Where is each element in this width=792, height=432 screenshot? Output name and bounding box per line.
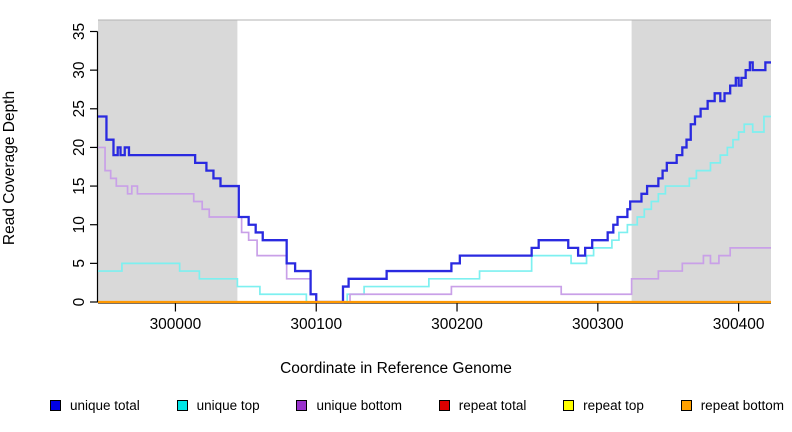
legend-item-unique-top: unique top (176, 398, 260, 413)
legend-swatch-icon (563, 400, 575, 411)
y-tick-label: 0 (71, 297, 88, 306)
series-unique-top (98, 115, 771, 303)
x-tick-label: 300100 (290, 316, 342, 333)
legend-swatch-icon (176, 400, 188, 411)
y-tick-label: 15 (71, 177, 88, 194)
legend-swatch-icon (438, 400, 450, 411)
legend-label: unique total (70, 398, 140, 413)
legend-swatch-icon (296, 400, 308, 411)
x-tick-label: 300400 (713, 316, 765, 333)
legend-swatch-icon (50, 400, 61, 411)
legend-label: unique top (196, 398, 260, 413)
right-repeat-flank (631, 20, 771, 302)
y-tick-label: 5 (71, 259, 88, 268)
legend-label: unique bottom (316, 398, 402, 413)
series-unique-bottom (98, 146, 771, 303)
legend: unique total unique top unique bottom repea… (50, 398, 784, 413)
legend-item-repeat-total: repeat total (438, 398, 527, 413)
x-tick-label: 300300 (572, 316, 624, 333)
legend-label: repeat total (458, 398, 527, 413)
legend-item-unique-total: unique total (50, 398, 140, 413)
legend-label: repeat bottom (700, 398, 784, 413)
legend-swatch-icon (680, 400, 692, 411)
y-tick-label: 25 (71, 100, 88, 117)
y-axis-title: Read Coverage Depth (1, 90, 18, 246)
y-tick-label: 10 (71, 216, 88, 234)
left-repeat-flank (98, 20, 238, 302)
y-tick-label: 35 (71, 23, 88, 40)
x-axis-title: Coordinate in Reference Genome (280, 360, 512, 377)
x-tick-label: 300000 (150, 316, 202, 333)
y-tick-label: 30 (71, 61, 88, 79)
legend-label: repeat top (583, 398, 644, 413)
coverage-plot-canvas: 0 5 10 15 20 25 30 35 300000 300100 300200 300300 30… (71, 19, 771, 333)
legend-item-repeat-top: repeat top (563, 398, 644, 413)
x-tick-label: 300200 (431, 316, 483, 333)
y-tick-label: 20 (71, 138, 88, 156)
series-unique-total (98, 61, 771, 304)
legend-item-unique-bottom: unique bottom (296, 398, 402, 413)
legend-item-repeat-bottom: repeat bottom (680, 398, 784, 413)
